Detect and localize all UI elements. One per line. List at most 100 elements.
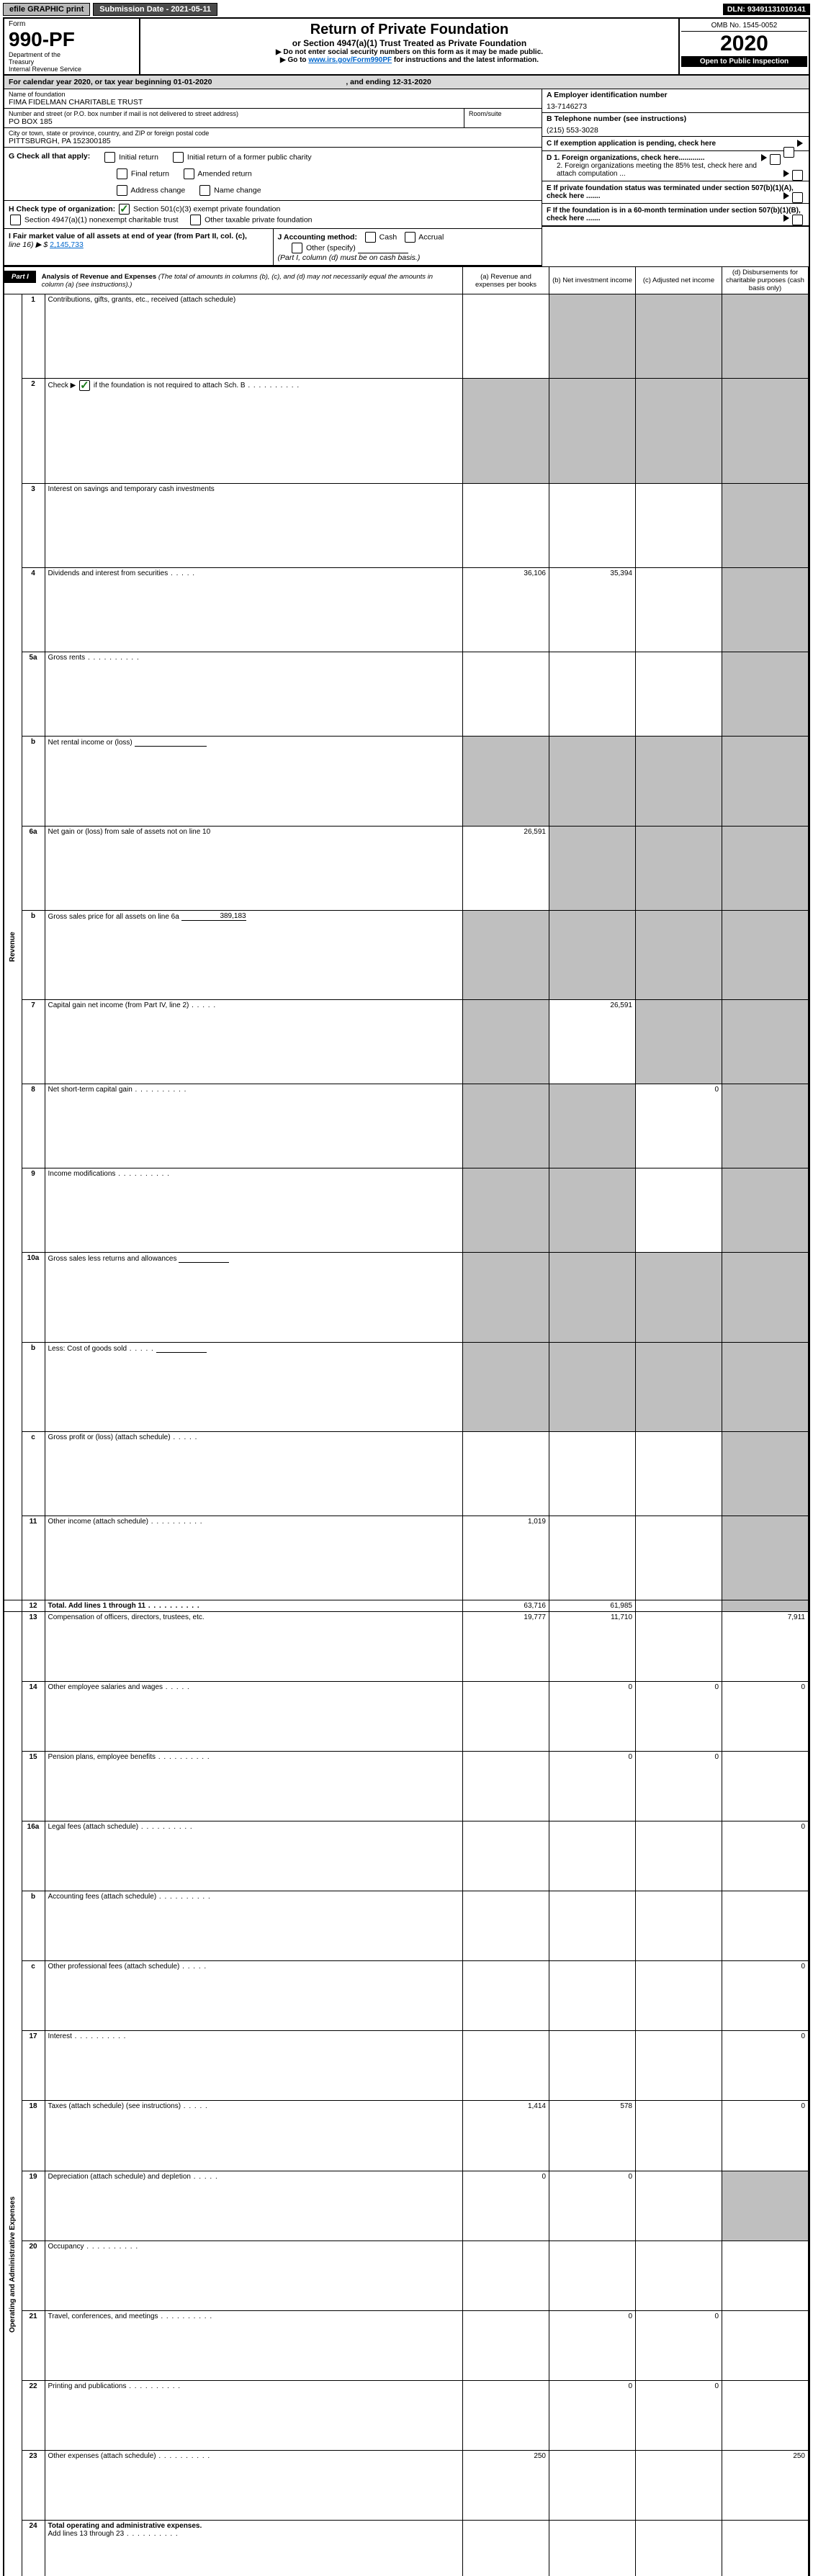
right-info-column: A Employer identification number 13-7146…	[542, 89, 809, 266]
line-21: Travel, conferences, and meetings	[45, 2310, 463, 2380]
chk-name-change[interactable]	[199, 185, 210, 196]
tax-year: 2020	[681, 32, 807, 56]
irs-link[interactable]: www.irs.gov/Form990PF	[308, 56, 392, 64]
chk-85pct[interactable]	[792, 170, 803, 181]
line-7: Capital gain net income (from Part IV, l…	[45, 1000, 463, 1084]
line-3: Interest on savings and temporary cash i…	[45, 484, 463, 568]
form-container: Form 990-PF Department of the Treasury I…	[3, 17, 810, 2576]
chk-initial-former[interactable]	[173, 152, 184, 163]
line-6a: Net gain or (loss) from sale of assets n…	[45, 826, 463, 910]
line-22: Printing and publications	[45, 2380, 463, 2450]
line-15: Pension plans, employee benefits	[45, 1752, 463, 1821]
omb-number: OMB No. 1545-0052	[681, 20, 807, 32]
arrow-icon	[783, 215, 789, 222]
line-2: Check ▶ if the foundation is not require…	[45, 379, 463, 484]
instr-2: ▶ Go to www.irs.gov/Form990PF for instru…	[146, 56, 673, 64]
chk-exemption-pending[interactable]	[783, 147, 794, 158]
col-c-header: (c) Adjusted net income	[636, 267, 722, 294]
line-16c: Other professional fees (attach schedule…	[45, 1961, 463, 2031]
chk-other-method[interactable]	[292, 243, 302, 253]
entity-info: Name of foundation FIMA FIDELMAN CHARITA…	[4, 89, 809, 266]
line-11: Other income (attach schedule)	[45, 1516, 463, 1600]
foundation-name: FIMA FIDELMAN CHARITABLE TRUST	[9, 98, 537, 107]
line-12: Total. Add lines 1 through 11	[45, 1600, 463, 1612]
chk-cash[interactable]	[365, 232, 376, 243]
arrow-icon	[783, 192, 789, 199]
section-h: H Check type of organization: Section 50…	[4, 201, 542, 229]
line-8: Net short-term capital gain	[45, 1084, 463, 1168]
room-label: Room/suite	[469, 110, 537, 117]
i-label: I Fair market value of all assets at end…	[9, 232, 247, 240]
d2-label: 2. Foreign organizations meeting the 85%…	[557, 162, 757, 178]
chk-60month[interactable]	[792, 215, 803, 225]
expenses-side-label: Operating and Administrative Expenses	[7, 1613, 18, 2576]
city-label: City or town, state or province, country…	[9, 130, 537, 137]
j-note: (Part I, column (d) must be on cash basi…	[278, 253, 421, 262]
dept-line2: Treasury	[9, 58, 135, 66]
line-4: Dividends and interest from securities	[45, 568, 463, 652]
chk-accrual[interactable]	[405, 232, 416, 243]
line-24: Total operating and administrative expen…	[45, 2520, 463, 2576]
submission-date: Submission Date - 2021-05-11	[93, 3, 217, 16]
city-state-zip: PITTSBURGH, PA 152300185	[9, 137, 537, 145]
chk-other-taxable[interactable]	[190, 215, 201, 225]
line-16a: Legal fees (attach schedule)	[45, 1821, 463, 1891]
line-10a: Gross sales less returns and allowances	[45, 1253, 463, 1342]
line-17: Interest	[45, 2031, 463, 2101]
arrow-icon	[783, 170, 789, 177]
chk-final-return[interactable]	[117, 168, 127, 179]
form-subtitle: or Section 4947(a)(1) Trust Treated as P…	[146, 38, 673, 48]
chk-no-schb[interactable]	[79, 380, 90, 391]
line-5a: Gross rents	[45, 652, 463, 737]
chk-amended[interactable]	[184, 168, 194, 179]
phone-value: (215) 553-3028	[547, 126, 804, 135]
line-18: Taxes (attach schedule) (see instruction…	[45, 2101, 463, 2171]
address: PO BOX 185	[9, 117, 459, 126]
e-label: E If private foundation status was termi…	[547, 184, 794, 200]
dept-line1: Department of the	[9, 51, 135, 58]
line-10c: Gross profit or (loss) (attach schedule)	[45, 1431, 463, 1516]
ein-label: A Employer identification number	[547, 91, 804, 99]
chk-terminated[interactable]	[792, 192, 803, 203]
form-title: Return of Private Foundation	[146, 22, 673, 38]
line-9: Income modifications	[45, 1168, 463, 1253]
line-5b: Net rental income or (loss)	[45, 737, 463, 826]
arrow-icon	[797, 140, 803, 147]
line-1: Contributions, gifts, grants, etc., rece…	[45, 294, 463, 379]
name-label: Name of foundation	[9, 91, 537, 98]
arrow-icon	[761, 154, 767, 161]
section-ij: I Fair market value of all assets at end…	[4, 229, 542, 266]
section-g: G Check all that apply: Initial return I…	[4, 148, 542, 201]
instr-1: ▶ Do not enter social security numbers o…	[146, 48, 673, 56]
line-23: Other expenses (attach schedule)	[45, 2450, 463, 2520]
part1-table: Part I Analysis of Revenue and Expenses …	[4, 266, 809, 2576]
col-d-header: (d) Disbursements for charitable purpose…	[722, 267, 809, 294]
chk-501c3[interactable]	[119, 204, 130, 215]
col-a-header: (a) Revenue and expenses per books	[463, 267, 549, 294]
j-label: J Accounting method:	[278, 233, 357, 241]
open-public: Open to Public Inspection	[681, 56, 807, 67]
phone-label: B Telephone number (see instructions)	[547, 114, 804, 123]
revenue-side-label: Revenue	[7, 296, 18, 1598]
chk-initial-return[interactable]	[104, 152, 115, 163]
col-b-header: (b) Net investment income	[549, 267, 636, 294]
line-6b: Gross sales price for all assets on line…	[45, 910, 463, 999]
ein-value: 13-7146273	[547, 102, 804, 111]
top-toolbar: efile GRAPHIC print Submission Date - 20…	[3, 3, 810, 16]
line-10b: Less: Cost of goods sold	[45, 1342, 463, 1431]
fmv-value[interactable]: 2,145,733	[50, 240, 84, 249]
dept-line3: Internal Revenue Service	[9, 66, 135, 73]
h-label: H Check type of organization:	[9, 204, 115, 213]
chk-address-change[interactable]	[117, 185, 127, 196]
part1-label: Part I	[4, 271, 36, 283]
calendar-year-row: For calendar year 2020, or tax year begi…	[4, 76, 809, 89]
chk-4947[interactable]	[10, 215, 21, 225]
efile-button[interactable]: efile GRAPHIC print	[3, 3, 90, 16]
line-19: Depreciation (attach schedule) and deple…	[45, 2171, 463, 2241]
part1-title: Analysis of Revenue and Expenses	[42, 273, 156, 281]
chk-foreign-org[interactable]	[770, 154, 781, 165]
f-label: F If the foundation is in a 60-month ter…	[547, 207, 801, 222]
line-20: Occupancy	[45, 2241, 463, 2310]
addr-label: Number and street (or P.O. box number if…	[9, 110, 459, 117]
line-16b: Accounting fees (attach schedule)	[45, 1891, 463, 1961]
